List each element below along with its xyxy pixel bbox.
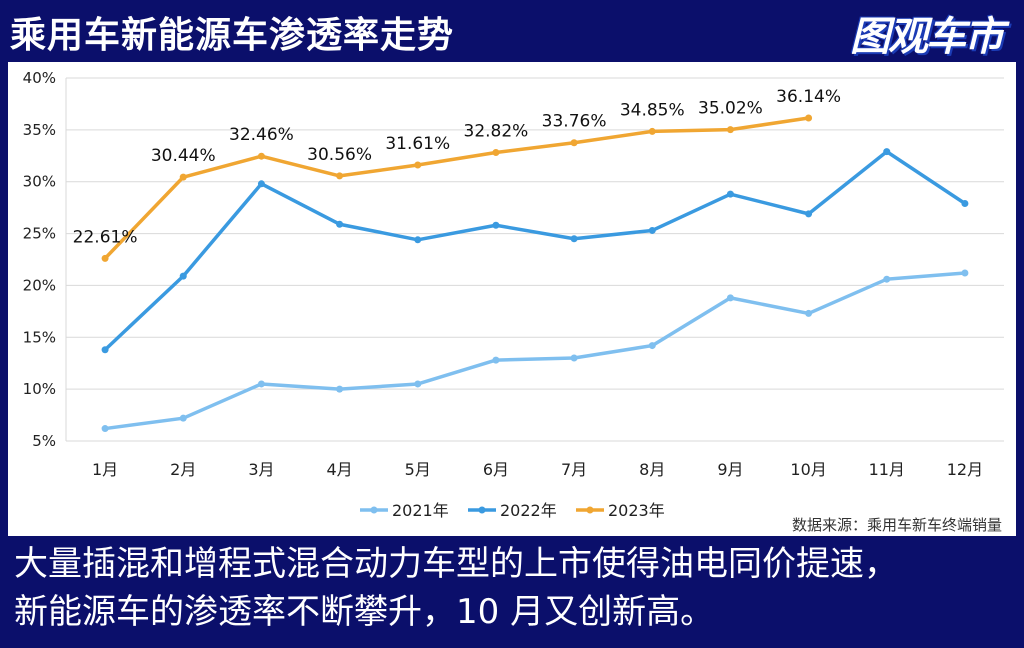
x-tick-label: 6月 xyxy=(483,460,509,479)
data-label: 36.14% xyxy=(776,87,841,107)
data-point xyxy=(805,210,813,218)
data-label: 22.61% xyxy=(73,227,138,247)
x-tick-label: 7月 xyxy=(561,460,587,479)
legend-marker xyxy=(370,506,378,514)
y-tick-label: 20% xyxy=(23,276,56,294)
data-point xyxy=(570,235,578,243)
y-tick-label: 25% xyxy=(23,225,56,243)
data-point xyxy=(726,126,734,134)
data-point xyxy=(179,414,187,422)
y-tick-label: 10% xyxy=(23,380,56,398)
data-point xyxy=(492,221,500,229)
x-tick-label: 2月 xyxy=(170,460,196,479)
data-point xyxy=(414,161,422,169)
line-chart: 5% 10% 15% 20% 25% 30% 35% 40% 1月 2月 3月 4月 5月 6月 7月 8月 9… xyxy=(23,69,1004,534)
data-point xyxy=(570,354,578,362)
data-point xyxy=(101,254,109,262)
x-tick-label: 8月 xyxy=(639,460,665,479)
data-point xyxy=(648,342,656,350)
y-tick-label: 35% xyxy=(23,121,56,139)
x-tick-label: 3月 xyxy=(248,460,274,479)
series-line-2021年 xyxy=(103,271,967,431)
data-label: 30.56% xyxy=(307,145,372,165)
data-point xyxy=(961,269,969,277)
data-point xyxy=(179,272,187,280)
data-point xyxy=(961,199,969,207)
data-point xyxy=(726,294,734,302)
data-point xyxy=(257,380,265,388)
data-point xyxy=(101,346,109,354)
data-point xyxy=(492,356,500,364)
caption: 大量插混和增程式混合动力车型的上市使得油电同价提速， 新能源车的渗透率不断攀升，… xyxy=(14,540,1014,636)
data-point xyxy=(883,148,891,156)
data-point xyxy=(336,172,344,180)
data-point xyxy=(883,275,891,283)
data-point xyxy=(257,180,265,188)
data-point xyxy=(648,226,656,234)
data-label: 31.61% xyxy=(385,134,450,154)
data-point xyxy=(336,220,344,228)
data-label: 32.82% xyxy=(464,121,529,141)
data-point xyxy=(414,380,422,388)
data-point xyxy=(414,236,422,244)
legend-label: 2021年 xyxy=(392,501,449,520)
y-tick-label: 5% xyxy=(32,432,56,450)
x-tick-label: 12月 xyxy=(947,460,983,479)
page-title: 乘用车新能源车渗透率走势 xyxy=(10,15,455,56)
source-note: 数据来源：乘用车新车终端销量 xyxy=(792,516,1002,534)
caption-line-2: 新能源车的渗透率不断攀升，10 月又创新高。 xyxy=(14,592,715,632)
x-tick-label: 5月 xyxy=(405,460,431,479)
x-tick-label: 11月 xyxy=(869,460,905,479)
data-point xyxy=(570,139,578,147)
y-tick-label: 40% xyxy=(23,69,56,87)
x-tick-label: 4月 xyxy=(326,460,352,479)
x-tick-label: 1月 xyxy=(92,460,118,479)
data-point xyxy=(805,114,813,122)
data-point xyxy=(179,173,187,181)
caption-line-1: 大量插混和增程式混合动力车型的上市使得油电同价提速， xyxy=(14,544,898,584)
series-line-2023年 xyxy=(103,116,811,261)
data-label: 33.76% xyxy=(542,112,607,132)
data-label: 35.02% xyxy=(698,99,763,119)
legend-marker xyxy=(586,506,594,514)
data-label: 30.44% xyxy=(151,146,216,166)
data-point xyxy=(492,148,500,156)
y-tick-label: 15% xyxy=(23,328,56,346)
legend-label: 2023年 xyxy=(608,501,665,520)
data-point xyxy=(336,385,344,393)
brand-logo: 图观车市 xyxy=(850,14,1004,60)
x-tick-label: 10月 xyxy=(790,460,826,479)
x-tick-label: 9月 xyxy=(717,460,743,479)
data-point xyxy=(648,127,656,135)
chart-panel: 5% 10% 15% 20% 25% 30% 35% 40% 1月 2月 3月 4月 5月 6月 7月 8月 9… xyxy=(8,62,1016,536)
legend-marker xyxy=(478,506,486,514)
data-point xyxy=(726,190,734,198)
data-label: 32.46% xyxy=(229,125,294,145)
data-point xyxy=(257,152,265,160)
data-point xyxy=(101,425,109,433)
legend-label: 2022年 xyxy=(500,501,557,520)
data-point xyxy=(805,309,813,317)
data-label: 34.85% xyxy=(620,100,685,120)
y-tick-label: 30% xyxy=(23,173,56,191)
series-line-2022年 xyxy=(103,149,967,352)
